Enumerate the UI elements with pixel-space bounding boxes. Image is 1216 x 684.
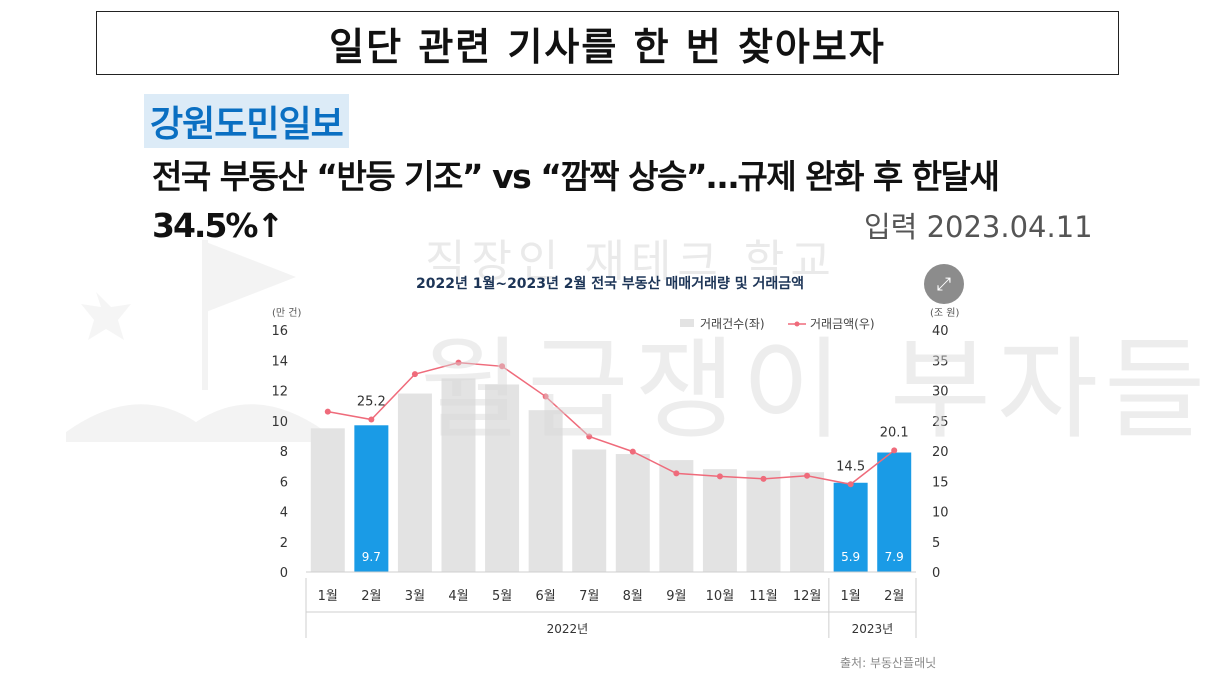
- chart-bar: [877, 452, 912, 572]
- chart-bar: [485, 384, 520, 572]
- amount-point: [324, 408, 331, 415]
- bar-value-label: 7.9: [885, 550, 904, 564]
- watermark-logo-icon: [66, 240, 326, 442]
- x-tick-label: 6월: [536, 589, 556, 604]
- amount-point: [499, 363, 506, 370]
- amount-point: [368, 416, 375, 423]
- chart-bar: [310, 428, 345, 572]
- x-tick-label: 12월: [793, 589, 822, 604]
- amount-point: [716, 473, 723, 480]
- x-tick-label: 5월: [492, 589, 512, 604]
- y-left-tick-label: 2: [280, 536, 288, 551]
- y-left-tick-label: 12: [271, 385, 288, 400]
- chart-source-note: 출처: 부동산플래닛: [840, 656, 937, 670]
- chart-bar: [572, 449, 607, 572]
- bar-value-label: 9.7: [362, 550, 381, 564]
- x-tick-label: 9월: [666, 589, 686, 604]
- x-tick-label: 1월: [841, 589, 861, 604]
- bar-value-label: 5.9: [841, 550, 860, 564]
- y-right-tick-label: 35: [932, 354, 949, 369]
- legend-bar-swatch: [680, 319, 694, 327]
- amount-point: [629, 448, 636, 455]
- year-group-label: 2022년: [547, 622, 589, 636]
- amount-point: [455, 359, 462, 366]
- chart-bar: [702, 469, 737, 572]
- x-tick-label: 2월: [884, 589, 904, 604]
- legend-bar-label: 거래건수(좌): [700, 317, 765, 331]
- amount-point: [586, 433, 593, 440]
- y-right-tick-label: 0: [932, 566, 940, 581]
- y-left-tick-label: 8: [280, 445, 288, 460]
- line-value-label: 14.5: [836, 459, 865, 474]
- chart-bar: [528, 410, 563, 572]
- amount-point: [542, 393, 549, 400]
- amount-point: [673, 470, 680, 477]
- line-value-label: 20.1: [880, 425, 909, 440]
- x-tick-label: 11월: [749, 589, 778, 604]
- chart-bar: [659, 460, 694, 572]
- x-tick-label: 7월: [579, 589, 599, 604]
- amount-point: [847, 481, 854, 488]
- x-tick-label: 2월: [361, 589, 381, 604]
- amount-series-line: [327, 361, 895, 486]
- chart-title: 2022년 1월~2023년 2월 전국 부동산 매매거래량 및 거래금액: [416, 275, 804, 292]
- line-value-label: 25.2: [357, 395, 386, 410]
- expand-chart-button[interactable]: ⤢: [924, 264, 964, 304]
- x-tick-label: 8월: [623, 589, 643, 604]
- article-headline-continued: 34.5%↑: [152, 206, 284, 245]
- chart-bar: [615, 454, 650, 572]
- article-headline: 전국 부동산 “반등 기조” vs “깜짝 상승”…규제 완화 후 한달새: [152, 157, 1000, 196]
- y-right-tick-label: 20: [932, 445, 949, 460]
- x-tick-label: 3월: [405, 589, 425, 604]
- article-date: 입력 2023.04.11: [864, 210, 1093, 244]
- y-left-tick-label: 16: [271, 324, 288, 339]
- y-left-tick-label: 10: [271, 415, 288, 430]
- chart-bar: [833, 482, 868, 572]
- chart-bar: [354, 425, 389, 572]
- chart-bar: [746, 470, 781, 572]
- legend-line-label: 거래금액(우): [810, 317, 875, 331]
- chart-bar: [790, 472, 825, 572]
- y-right-tick-label: 5: [932, 536, 940, 551]
- y-left-unit: (만 건): [272, 307, 301, 319]
- amount-point: [891, 447, 898, 454]
- amount-point: [804, 472, 811, 479]
- y-left-tick-label: 4: [280, 506, 288, 521]
- y-right-tick-label: 30: [932, 385, 949, 400]
- y-right-tick-label: 25: [932, 415, 949, 430]
- y-right-tick-label: 40: [932, 324, 949, 339]
- y-right-tick-label: 10: [932, 506, 949, 521]
- x-tick-label: 4월: [448, 589, 468, 604]
- chart-bar: [441, 378, 476, 572]
- y-left-tick-label: 14: [271, 354, 288, 369]
- expand-icon: ⤢: [936, 273, 952, 295]
- y-right-tick-label: 15: [932, 475, 949, 490]
- y-left-tick-label: 6: [280, 475, 288, 490]
- y-left-tick-label: 0: [280, 566, 288, 581]
- y-right-unit: (조 원): [930, 307, 959, 319]
- year-group-label: 2023년: [852, 622, 894, 636]
- chart-bar: [397, 393, 432, 572]
- amount-point: [760, 475, 767, 482]
- x-tick-label: 10월: [706, 589, 735, 604]
- slide-title: 일단 관련 기사를 한 번 찾아보자: [96, 11, 1119, 75]
- news-source-tag: 강원도민일보: [144, 94, 349, 148]
- amount-point: [411, 371, 418, 378]
- legend-line-marker: [794, 321, 800, 327]
- x-tick-label: 1월: [318, 589, 338, 604]
